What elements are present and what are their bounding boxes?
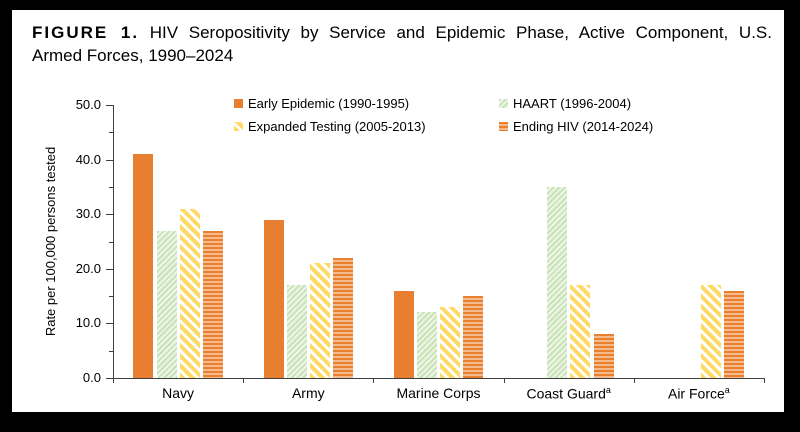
y-tick-label: 50.0 bbox=[75, 97, 101, 112]
bar bbox=[309, 263, 330, 378]
figure-title-text: HIV Seropositivity by Service and Epidem… bbox=[149, 23, 772, 42]
y-tick-label: 30.0 bbox=[75, 206, 101, 222]
y-major-tick bbox=[106, 159, 113, 161]
figure-content: FIGURE 1. HIV Seropositivity by Service … bbox=[12, 10, 784, 412]
x-boundary-tick bbox=[113, 378, 114, 383]
x-boundary-tick bbox=[243, 378, 245, 383]
legend-item: HAART (1996-2004) bbox=[499, 96, 653, 111]
bar bbox=[393, 290, 414, 378]
y-major-tick bbox=[106, 323, 113, 325]
bar bbox=[156, 230, 177, 378]
category-label: Navy bbox=[162, 385, 195, 401]
bar-chart: Rate per 100,000 persons tested Early Ep… bbox=[12, 10, 784, 412]
bar bbox=[263, 219, 284, 378]
bar bbox=[416, 312, 437, 378]
category-label: Air Forcea bbox=[667, 385, 730, 402]
legend-swatch-green-hatch bbox=[499, 99, 508, 108]
y-major-tick bbox=[106, 268, 113, 270]
y-minor-tick bbox=[109, 241, 113, 243]
bar bbox=[593, 334, 614, 378]
legend-swatch-orange-lines bbox=[499, 122, 508, 131]
legend-item: Ending HIV (2014-2024) bbox=[499, 119, 653, 134]
legend-item: Early Epidemic (1990-1995) bbox=[234, 96, 499, 111]
bar bbox=[723, 290, 744, 378]
x-boundary-tick bbox=[503, 378, 505, 383]
y-tick-label: 40.0 bbox=[75, 151, 101, 167]
bar bbox=[547, 186, 568, 378]
chart-legend: Early Epidemic (1990-1995) HAART (1996-20… bbox=[234, 96, 653, 134]
figure-title-line1: FIGURE 1. HIV Seropositivity by Service … bbox=[32, 21, 772, 44]
y-major-tick bbox=[106, 214, 113, 216]
x-axis-line bbox=[113, 378, 765, 379]
bar bbox=[333, 257, 354, 378]
y-tick-label: 0.0 bbox=[82, 370, 101, 385]
legend-swatch-solid-orange bbox=[234, 99, 243, 108]
category-label: Coast Guarda bbox=[526, 385, 611, 402]
bar bbox=[202, 230, 223, 378]
y-minor-tick bbox=[109, 186, 113, 188]
y-axis-label: Rate per 100,000 persons tested bbox=[43, 146, 59, 337]
legend-item: Expanded Testing (2005-2013) bbox=[234, 119, 499, 134]
figure-title-line2: Armed Forces, 1990–2024 bbox=[32, 46, 234, 65]
bar bbox=[179, 208, 200, 378]
legend-label: Early Epidemic (1990-1995) bbox=[248, 96, 410, 111]
bar bbox=[440, 307, 461, 378]
legend-label: Ending HIV (2014-2024) bbox=[513, 119, 654, 134]
legend-label: HAART (1996-2004) bbox=[513, 96, 632, 111]
y-minor-tick bbox=[109, 132, 113, 134]
x-boundary-tick bbox=[633, 378, 635, 383]
y-major-tick bbox=[106, 378, 113, 379]
figure-label: FIGURE 1. bbox=[32, 23, 140, 42]
bar bbox=[700, 285, 721, 378]
y-tick-label: 10.0 bbox=[75, 315, 101, 331]
bar bbox=[133, 154, 154, 378]
y-minor-tick bbox=[109, 296, 113, 298]
category-label: Army bbox=[291, 385, 325, 401]
y-tick-label: 20.0 bbox=[75, 260, 101, 276]
y-minor-tick bbox=[109, 350, 113, 352]
y-major-tick bbox=[106, 105, 113, 106]
legend-label: Expanded Testing (2005-2013) bbox=[248, 119, 426, 134]
category-label: Marine Corps bbox=[396, 385, 481, 401]
bar bbox=[286, 285, 307, 378]
y-axis-line bbox=[113, 105, 114, 379]
figure-title: FIGURE 1. HIV Seropositivity by Service … bbox=[32, 21, 772, 67]
bar bbox=[463, 296, 484, 378]
bar bbox=[570, 285, 591, 378]
x-boundary-tick bbox=[373, 378, 375, 383]
x-boundary-tick bbox=[764, 378, 765, 383]
legend-swatch-yellow-hatch bbox=[234, 122, 243, 131]
